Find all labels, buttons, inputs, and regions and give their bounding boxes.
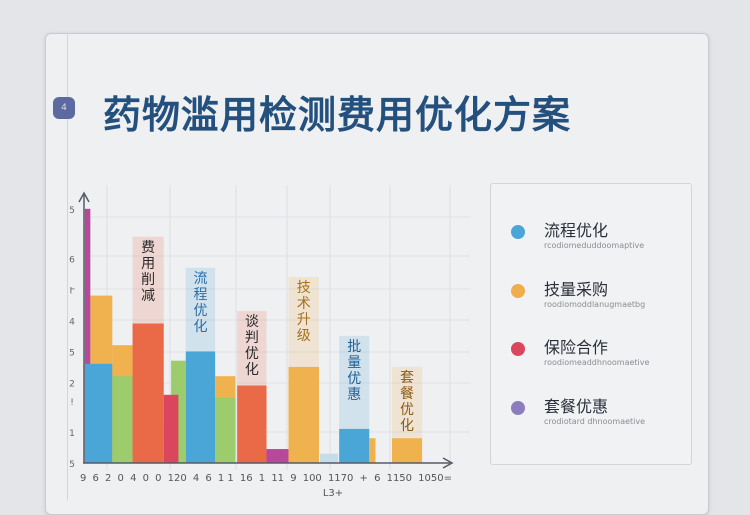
x-tick-label: 9 [80,473,86,484]
legend-sub: roodiomoddlanugmaetbg [544,300,646,309]
x-tick-label: 11 [271,473,284,484]
bar-label-box [185,267,216,352]
bar-data-label: 批量优惠 [347,338,362,403]
x-tick-label: 9 [290,473,296,484]
x-tick-label: 120 [168,473,187,484]
x-tick-label: 0 [118,473,124,484]
bar [339,428,370,463]
x-tick-label: 4 [130,473,136,484]
legend-dot-icon [511,342,525,356]
legend-sub: roodiomeaddhnoomaetive [544,358,650,367]
bar-label-box [392,366,423,439]
legend-label: 套餐优惠 [544,397,609,416]
legend: 流程优化 rcodiomeduddoomaptive 技量采购 roodiomo… [490,183,692,465]
bar-label-box [237,311,267,386]
x-tick-label: 1170 [328,473,353,484]
bar [237,385,267,463]
x-tick-label: 0 [155,473,161,484]
y-tick-label: 5 [69,206,75,216]
bar [288,366,319,463]
bar-data-label: 费用削减 [141,239,156,304]
legend-dot-icon [511,225,525,239]
bar [185,351,216,463]
bar-data-label: 技术升级 [296,280,311,344]
x-tick-label: 2 [105,473,111,484]
bar-label-box [132,236,164,324]
y-tick-label: 5 [69,348,75,358]
y-tick-label: Ւ [70,286,75,296]
legend-label: 技量采购 [544,280,609,299]
bar-data-label: 流程优化 [193,270,208,335]
x-tick-label: 1150 [387,473,412,484]
bar [132,323,164,463]
y-tick-label: 2 [69,379,75,389]
bar [215,397,236,463]
slide-divider [67,33,68,500]
y-axis-arrow-icon [78,191,90,203]
y-tick-label: ! [70,398,74,408]
bar [320,453,339,463]
x-tick-label: 1 1 [218,473,234,484]
y-tick-label: 1 [69,429,75,439]
page-title: 药物滥用检测费用优化方案 [103,93,572,137]
bar [266,449,289,463]
legend-dot-icon [511,401,525,415]
y-tick-label: 4 [69,317,75,327]
slide-number-badge: 4 [53,97,75,119]
x-tick-label: 4 [193,473,199,484]
x-tick-label: 6 [205,473,211,484]
legend-sub: crodiotard dhnoomaetive [544,417,646,426]
y-tick-label: 5 [69,460,75,470]
bar [84,363,113,463]
bar [84,208,91,463]
legend-label: 保险合作 [544,338,609,357]
legend-dot-icon [511,284,525,298]
bar-data-label: 套餐优化 [400,369,415,434]
x-tick-label: 0 [143,473,149,484]
x-tick-label: 100 [303,473,322,484]
bar [112,376,133,463]
bar-data-label: 谈判优化 [244,314,259,379]
legend-sub: rcodiomeduddoomaptive [544,241,645,250]
bar [163,394,179,463]
bar-label-box [339,335,370,429]
x-axis-arrow-icon [442,457,454,469]
x-tick-label: 1050= [418,473,452,484]
x-axis-label: L3+ [323,488,343,499]
x-tick-label: 1 [259,473,265,484]
x-tick-label: 16 [240,473,253,484]
x-tick-label: 6 [93,473,99,484]
x-tick-label: + [360,473,368,484]
bar [392,438,423,463]
bar-label-box [288,277,319,367]
y-tick-label: 6 [69,255,75,265]
legend-label: 流程优化 [544,221,609,240]
x-tick-label: 6 [374,473,380,484]
bar [369,438,376,463]
